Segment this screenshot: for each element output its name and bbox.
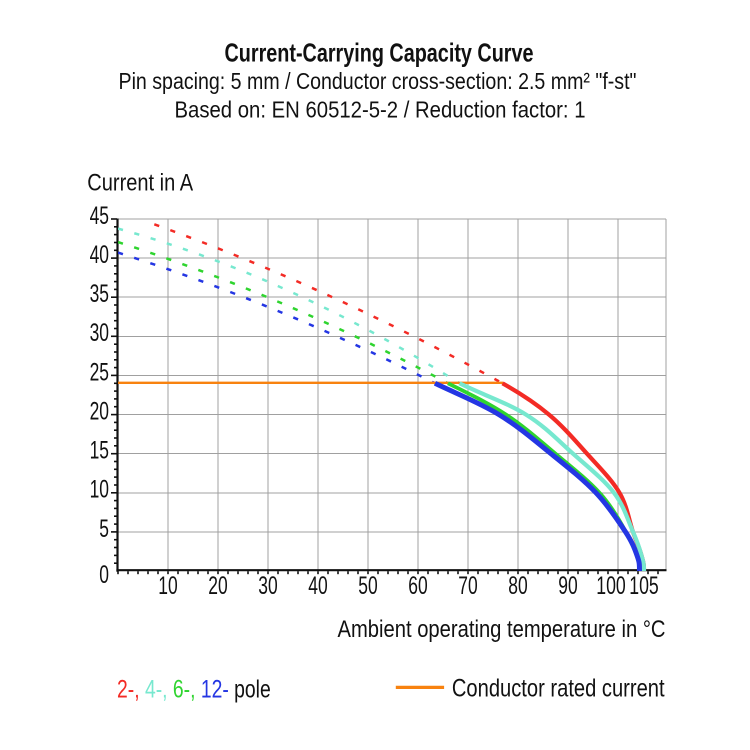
svg-text:Current-Carrying Capacity Curv: Current-Carrying Capacity Curve — [225, 38, 534, 68]
svg-text:10: 10 — [158, 572, 177, 600]
svg-text:Current in A: Current in A — [87, 169, 193, 196]
svg-text:0: 0 — [99, 561, 109, 589]
svg-text:Based on: EN 60512-5-2 / Reduc: Based on: EN 60512-5-2 / Reduction facto… — [175, 97, 586, 123]
svg-text:Pin spacing: 5 mm / Conductor: Pin spacing: 5 mm / Conductor cross-sect… — [119, 68, 637, 94]
svg-text:20: 20 — [90, 398, 109, 426]
svg-text:60: 60 — [408, 572, 427, 600]
svg-text:10: 10 — [90, 476, 109, 504]
svg-text:Conductor rated current: Conductor rated current — [452, 675, 665, 703]
svg-text:90: 90 — [558, 572, 577, 600]
svg-text:50: 50 — [358, 572, 377, 600]
svg-text:80: 80 — [508, 572, 527, 600]
svg-text:70: 70 — [458, 572, 477, 600]
svg-text:35: 35 — [90, 280, 109, 308]
svg-text:5: 5 — [99, 515, 109, 543]
svg-text:Ambient operating temperature: Ambient operating temperature in °C — [338, 616, 666, 643]
svg-text:20: 20 — [208, 572, 227, 600]
svg-text:105: 105 — [629, 572, 659, 600]
svg-text:100: 100 — [596, 572, 626, 600]
svg-text:30: 30 — [90, 319, 109, 347]
svg-text:2-, 4-, 6-, 12- pole: 2-, 4-, 6-, 12- pole — [117, 676, 271, 704]
svg-text:40: 40 — [90, 241, 109, 269]
svg-text:25: 25 — [90, 358, 109, 386]
svg-text:30: 30 — [258, 572, 277, 600]
svg-text:15: 15 — [90, 437, 109, 465]
svg-text:45: 45 — [90, 202, 109, 230]
svg-text:40: 40 — [308, 572, 327, 600]
